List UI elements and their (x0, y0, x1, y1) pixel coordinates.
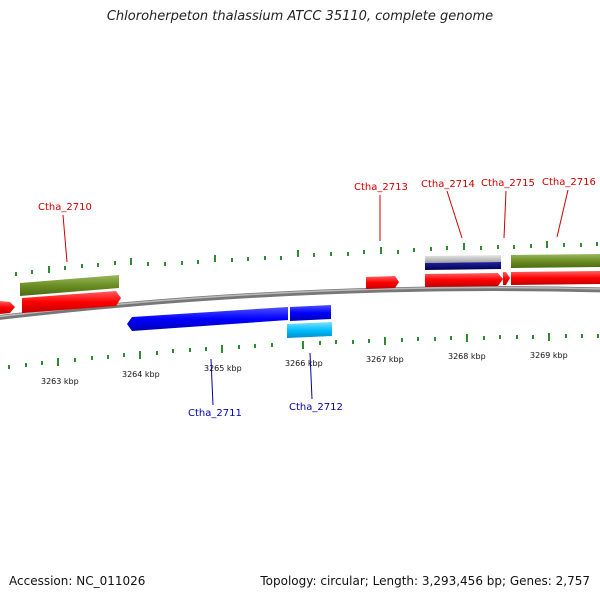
lower-tick-track (8, 333, 599, 369)
gene-label-ctha-2714[interactable]: Ctha_2714 (421, 179, 475, 190)
gene-ctha-2716[interactable] (511, 271, 600, 285)
gene-ctha-2710-olive[interactable] (20, 275, 119, 296)
gene-ctha-2712-rna[interactable] (287, 322, 332, 338)
kbp-labels: 3263 kbp 3264 kbp 3265 kbp 3266 kbp 3267… (41, 351, 568, 386)
tick-label-3268: 3268 kbp (448, 352, 486, 361)
gene-left-edge-forward[interactable] (0, 301, 15, 314)
tick-label-3269: 3269 kbp (530, 351, 568, 360)
gene-ctha-2711[interactable] (127, 307, 288, 331)
gene-ctha-2713[interactable] (366, 276, 399, 289)
gene-ctha-2714-gray[interactable] (425, 255, 501, 263)
gene-labels: Ctha_2710 Ctha_2713 Ctha_2714 Ctha_2715 … (38, 177, 596, 419)
gene-label-ctha-2712[interactable]: Ctha_2712 (289, 402, 343, 413)
tick-label-3263: 3263 kbp (41, 377, 79, 386)
tick-label-3267: 3267 kbp (366, 355, 404, 364)
upper-tick-track (15, 241, 598, 276)
gene-ctha-2715[interactable] (503, 272, 510, 285)
gene-label-ctha-2710[interactable]: Ctha_2710 (38, 202, 92, 213)
gene-label-ctha-2716[interactable]: Ctha_2716 (542, 177, 596, 188)
tick-label-3266: 3266 kbp (285, 359, 323, 368)
gene-label-ctha-2713[interactable]: Ctha_2713 (354, 182, 408, 193)
reverse-strand-genes (127, 305, 332, 338)
label-leaders (62, 189, 569, 406)
genome-backbone (0, 286, 600, 320)
genome-summary-text: Topology: circular; Length: 3,293,456 bp… (260, 574, 590, 588)
accession-text: Accession: NC_011026 (9, 574, 146, 588)
gene-label-ctha-2711[interactable]: Ctha_2711 (188, 408, 242, 419)
tick-label-3265: 3265 kbp (204, 364, 242, 373)
gene-ctha-2712[interactable] (290, 305, 331, 321)
tick-label-3264: 3264 kbp (122, 370, 160, 379)
gene-ctha-2714[interactable] (425, 273, 503, 287)
page-title: Chloroherpeton thalassium ATCC 35110, co… (106, 9, 494, 24)
gene-ctha-2714-navy[interactable] (425, 262, 501, 270)
gene-ctha-2710[interactable] (22, 291, 121, 313)
gene-ctha-2716-olive[interactable] (511, 254, 600, 268)
gene-label-ctha-2715[interactable]: Ctha_2715 (481, 178, 535, 189)
forward-strand-genes (0, 254, 600, 314)
